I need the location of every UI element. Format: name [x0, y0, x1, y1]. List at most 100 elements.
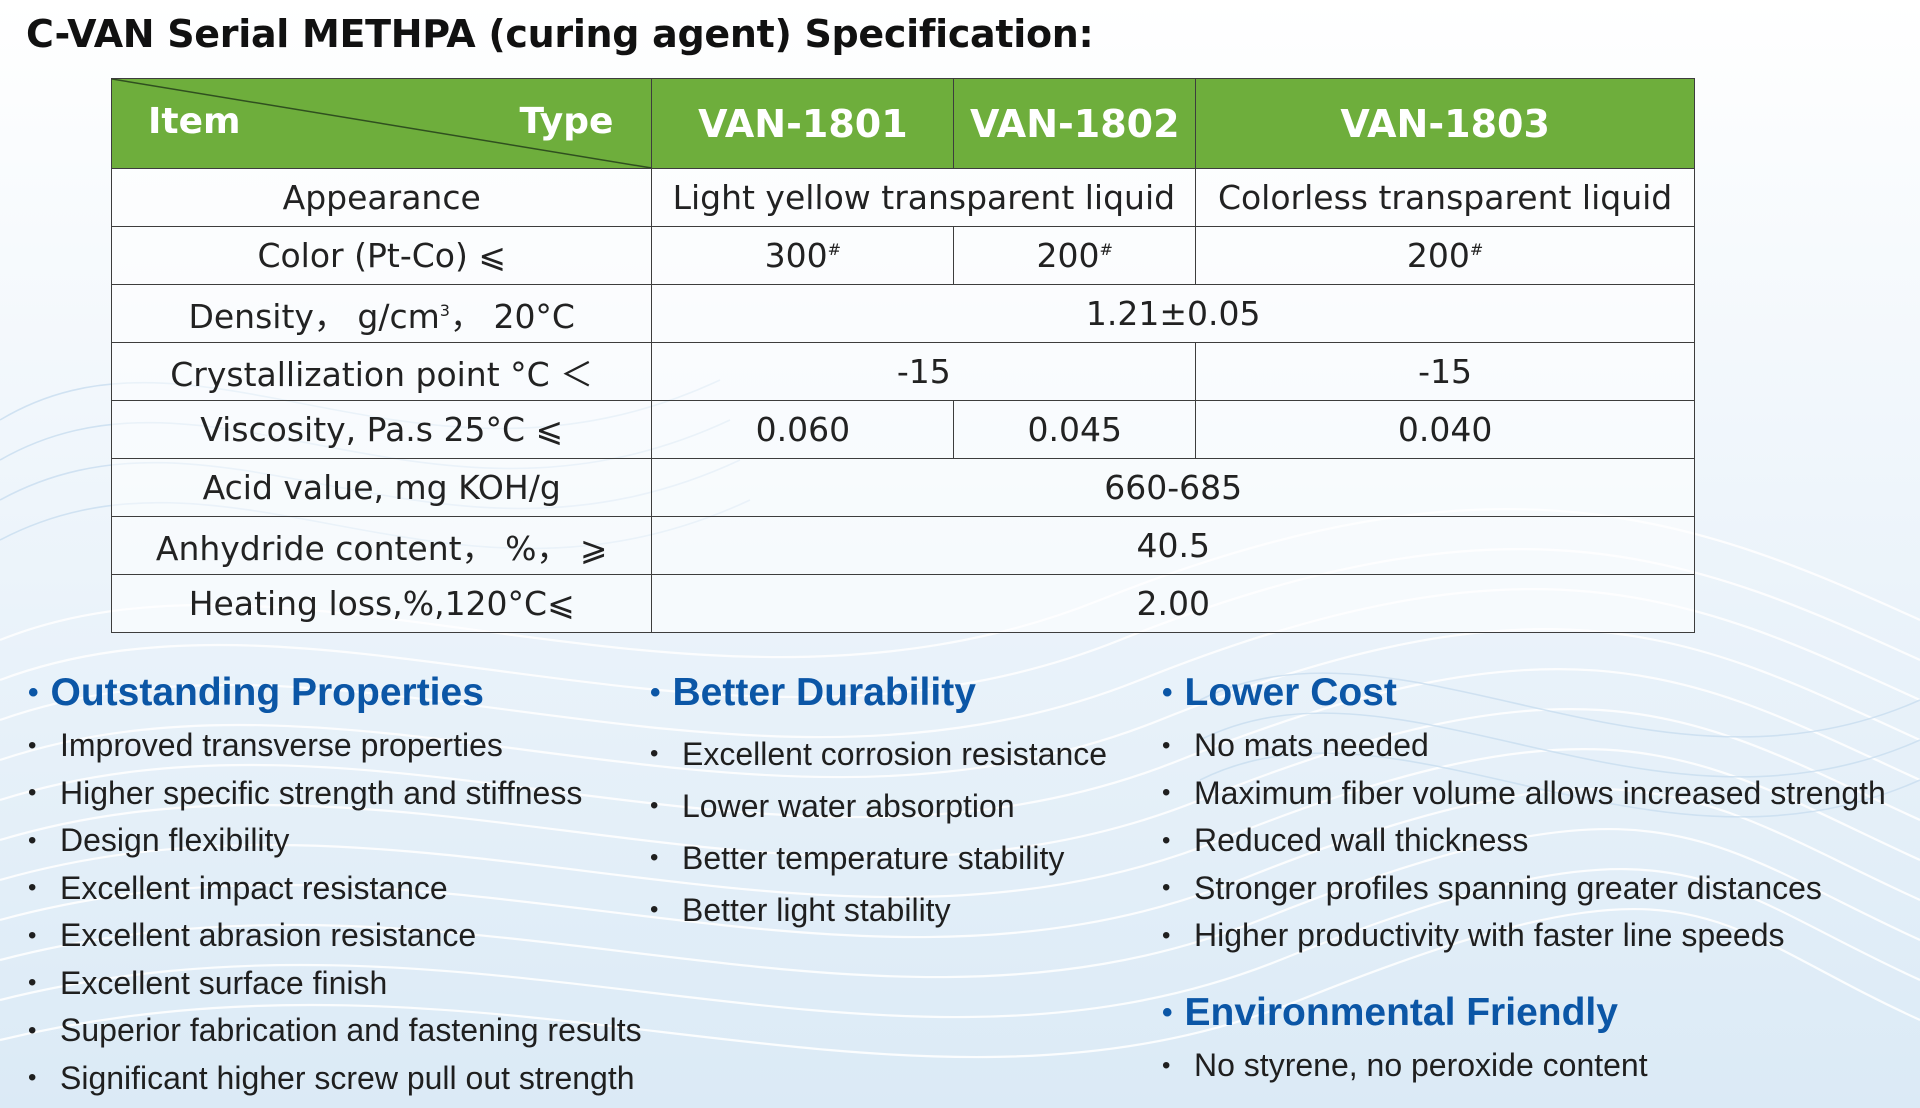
- bullet-icon: •: [1162, 676, 1173, 709]
- value-text: 200: [1406, 236, 1470, 275]
- section-heading: • Better Durability: [650, 668, 1107, 718]
- row-label: Acid value, mg KOH/g: [110, 458, 653, 517]
- table-row-appearance: Appearance Light yellow transparent liqu…: [110, 168, 1695, 227]
- cell-value: 660-685: [651, 458, 1695, 517]
- list-item: • No styrene, no peroxide content: [1162, 1042, 1648, 1090]
- row-label: Heating loss,%,120°C⩽: [110, 574, 653, 633]
- bullet-icon: •: [1162, 921, 1171, 949]
- cell-value: 40.5: [651, 516, 1695, 575]
- list-item: • Reduced wall thickness: [1162, 817, 1886, 865]
- cell-value: 1.21±0.05: [651, 284, 1695, 343]
- page-title: C-VAN Serial METHPA (curing agent) Speci…: [26, 12, 1094, 56]
- bullet-icon: •: [1162, 874, 1171, 902]
- grade-mark: #: [1469, 240, 1484, 259]
- list-item-text: Higher specific strength and stiffness: [60, 774, 583, 811]
- row-label: Color (Pt-Co) ⩽: [110, 226, 653, 285]
- heading-text: Environmental Friendly: [1184, 991, 1618, 1034]
- list-item-text: Higher productivity with faster line spe…: [1194, 917, 1785, 954]
- bullet-icon: •: [650, 896, 659, 923]
- row-label: Crystallization point °C ＜: [110, 342, 653, 401]
- label-text: ， 20°C: [449, 296, 575, 336]
- list-item-text: Excellent abrasion resistance: [60, 917, 477, 954]
- list-item: • Excellent corrosion resistance: [650, 728, 1107, 780]
- cell-value: 200#: [1195, 226, 1695, 285]
- list-item-text: Improved transverse properties: [60, 727, 503, 764]
- table-row-density: Density， g/cm3， 20°C 1.21±0.05: [110, 284, 1695, 343]
- label-text: Density， g/cm: [188, 296, 440, 336]
- list-item-text: Stronger profiles spanning greater dista…: [1194, 869, 1822, 906]
- section-better-durability: • Better Durability • Excellent corrosion …: [650, 668, 1107, 936]
- list-item: • Higher specific strength and stiffness: [28, 770, 642, 818]
- grade-mark: #: [827, 240, 842, 259]
- type-header-van-1802: VAN-1802: [953, 78, 1197, 169]
- heading-text: Lower Cost: [1184, 671, 1397, 714]
- section-heading: • Outstanding Properties: [28, 668, 642, 718]
- list-item-text: Excellent corrosion resistance: [682, 735, 1108, 772]
- grade-mark: #: [1099, 240, 1113, 259]
- item-type-corner-cell: Item Type: [110, 78, 653, 169]
- list-item-text: Reduced wall thickness: [1194, 822, 1529, 859]
- bullet-icon: •: [28, 921, 37, 949]
- table-row-color: Color (Pt-Co) ⩽ 300# 200# 200#: [110, 226, 1695, 285]
- bullet-icon: •: [650, 844, 659, 871]
- list-item: • Better light stability: [650, 884, 1107, 936]
- list-item: • Maximum fiber volume allows increased s…: [1162, 770, 1886, 818]
- bullet-list: • No styrene, no peroxide content: [1162, 1042, 1648, 1090]
- cell-value: -15: [1195, 342, 1695, 401]
- list-item-text: Lower water absorption: [682, 787, 1015, 824]
- cell-value: 300#: [651, 226, 955, 285]
- list-item: • Improved transverse properties: [28, 722, 642, 770]
- table-row-crystallization: Crystallization point °C ＜ -15 -15: [110, 342, 1695, 401]
- list-item: • Lower water absorption: [650, 780, 1107, 832]
- type-header-label: Type: [519, 101, 614, 142]
- row-label: Viscosity, Pa.s 25°C ⩽: [110, 400, 653, 459]
- list-item-text: Better temperature stability: [682, 839, 1065, 876]
- section-heading: • Environmental Friendly: [1162, 988, 1648, 1038]
- list-item-text: No mats needed: [1194, 727, 1429, 764]
- section-environmental-friendly: • Environmental Friendly • No styrene, no …: [1162, 988, 1648, 1090]
- list-item: • Design flexibility: [28, 817, 642, 865]
- section-outstanding-properties: • Outstanding Properties • Improved transv…: [28, 668, 642, 1102]
- section-heading: • Lower Cost: [1162, 668, 1886, 718]
- bullet-list: • No mats needed • Maximum fiber volume al…: [1162, 722, 1886, 960]
- cell-value: 0.060: [651, 400, 955, 459]
- cell-value: 2.00: [651, 574, 1695, 633]
- list-item-text: Significant higher screw pull out streng…: [60, 1059, 635, 1096]
- list-item: • Excellent abrasion resistance: [28, 912, 642, 960]
- list-item-text: Better light stability: [682, 891, 951, 928]
- specification-table: Item Type VAN-1801 VAN-1802 VAN-1803 App…: [110, 78, 1695, 633]
- list-item-text: No styrene, no peroxide content: [1194, 1047, 1648, 1084]
- bullet-list: • Improved transverse properties • Higher …: [28, 722, 642, 1102]
- table-row-viscosity: Viscosity, Pa.s 25°C ⩽ 0.060 0.045 0.040: [110, 400, 1695, 459]
- bullet-icon: •: [1162, 731, 1171, 759]
- list-item: • Stronger profiles spanning greater dist…: [1162, 865, 1886, 913]
- table-row-acid-value: Acid value, mg KOH/g 660-685: [110, 458, 1695, 517]
- list-item-text: Superior fabrication and fastening resul…: [60, 1012, 642, 1049]
- bullet-icon: •: [28, 1016, 37, 1044]
- item-header-label: Item: [148, 101, 241, 142]
- list-item: • No mats needed: [1162, 722, 1886, 770]
- bullet-icon: •: [1162, 1051, 1171, 1079]
- row-label: Density， g/cm3， 20°C: [110, 284, 653, 343]
- bullet-icon: •: [1162, 826, 1171, 854]
- section-lower-cost: • Lower Cost • No mats needed • Maximum fib…: [1162, 668, 1886, 960]
- bullet-icon: •: [1162, 779, 1171, 807]
- table-row-anhydride: Anhydride content， %， ⩾ 40.5: [110, 516, 1695, 575]
- list-item-text: Design flexibility: [60, 822, 290, 859]
- superscript: 3: [439, 300, 450, 320]
- row-label: Appearance: [110, 168, 653, 227]
- value-text: 300: [764, 236, 828, 275]
- bullet-icon: •: [650, 676, 661, 709]
- list-item-text: Excellent surface finish: [60, 964, 388, 1001]
- bullet-icon: •: [1162, 996, 1173, 1029]
- cell-value: 0.045: [953, 400, 1197, 459]
- cell-value: -15: [651, 342, 1197, 401]
- list-item: • Significant higher screw pull out stren…: [28, 1055, 642, 1103]
- bullet-icon: •: [28, 676, 39, 709]
- list-item: • Excellent impact resistance: [28, 865, 642, 913]
- type-header-van-1803: VAN-1803: [1195, 78, 1695, 169]
- value-text: 200: [1036, 236, 1100, 275]
- list-item: • Better temperature stability: [650, 832, 1107, 884]
- table-row-heating-loss: Heating loss,%,120°C⩽ 2.00: [110, 574, 1695, 633]
- list-item-text: Maximum fiber volume allows increased st…: [1194, 774, 1886, 811]
